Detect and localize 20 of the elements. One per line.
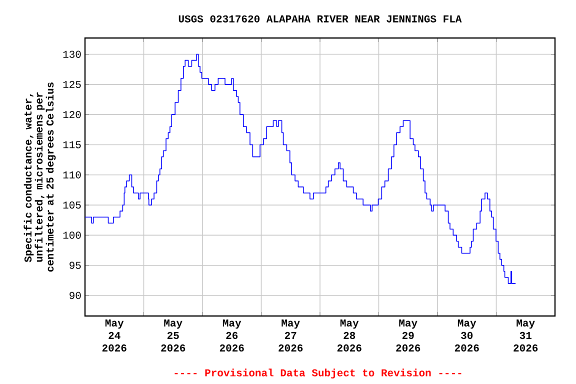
- x-tick-label: May 27 2026: [278, 320, 303, 352]
- x-tick-label: May 31 2026: [514, 320, 538, 352]
- y-tick-label: 110: [63, 171, 81, 178]
- y-tick-label: 105: [63, 201, 81, 209]
- y-tick-label: 130: [63, 50, 81, 58]
- text: ---- Provisional Data Subject to Revision ----: [174, 368, 462, 378]
- y-tick-label: 125: [63, 80, 81, 88]
- x-tick-label: May 26 2026: [220, 320, 244, 352]
- y-tick-label: 95: [70, 262, 81, 269]
- x-tick-label: May 25 2026: [161, 320, 186, 352]
- chart-title: USGS 02317620 ALAPAHA RIVER NEAR JENNINGS FLA: [178, 15, 462, 22]
- y-tick-label: 100: [63, 232, 81, 239]
- y-tick-label: 115: [63, 141, 81, 148]
- y-axis-title: Specific conductance, water, unfiltered, microsiemens per centimeter at 25 degrees Celsius: [24, 82, 56, 272]
- x-tick-label: May 30 2026: [454, 320, 479, 352]
- y-tick-label: 90: [70, 292, 81, 300]
- y-tick-label: 120: [63, 111, 81, 118]
- x-tick-label: May 29 2026: [396, 320, 420, 352]
- x-tick-label: May 28 2026: [337, 320, 362, 352]
- x-tick-label: May 24 2026: [102, 320, 126, 352]
